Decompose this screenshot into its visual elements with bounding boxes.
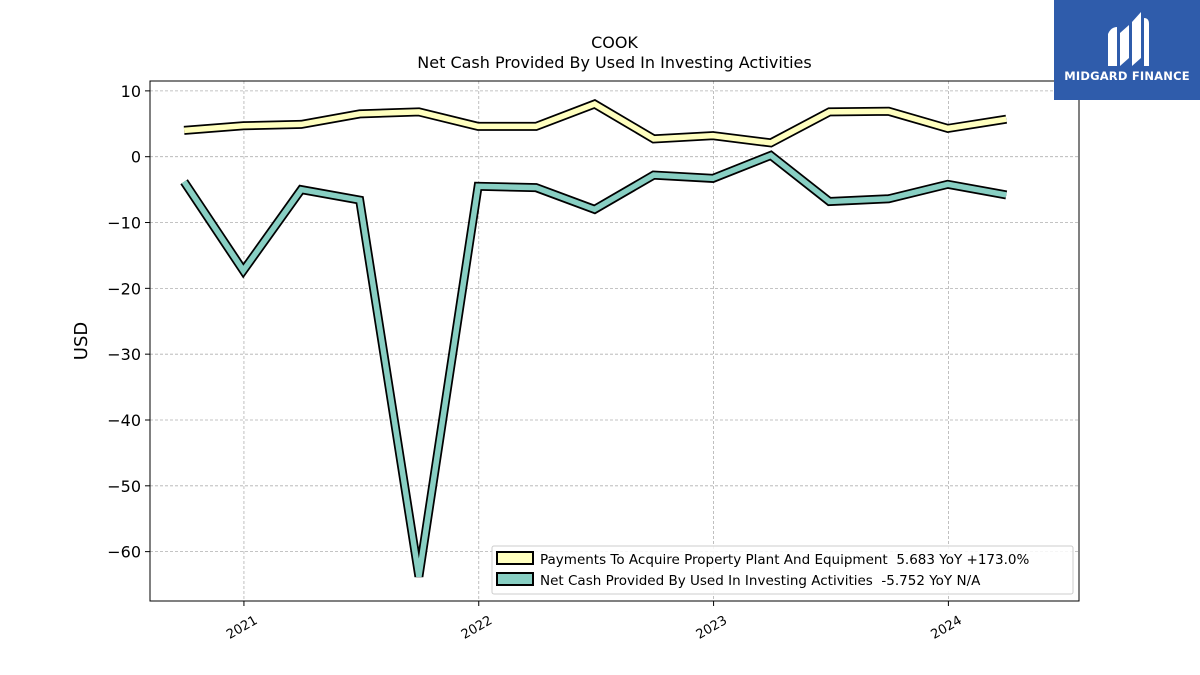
series-line-1 xyxy=(180,150,1008,578)
chart-subtitle: Net Cash Provided By Used In Investing A… xyxy=(417,53,811,72)
logo-mark-icon xyxy=(1108,12,1149,66)
y-tick-label: −40 xyxy=(107,411,141,430)
midgard-finance-logo: MIDGARD FINANCE xyxy=(1054,0,1200,100)
y-tick-label: −30 xyxy=(107,345,141,364)
series-lines xyxy=(180,99,1008,578)
chart-title: COOK xyxy=(591,33,638,52)
plot-frame xyxy=(149,80,1080,602)
x-tick-label: 2021 xyxy=(224,613,260,643)
y-tick-label: 10 xyxy=(121,82,141,101)
x-tick-label: 2023 xyxy=(694,613,730,643)
grid-lines xyxy=(150,81,1079,601)
x-tick-label: 2022 xyxy=(459,613,495,643)
legend-label-investing: Net Cash Provided By Used In Investing A… xyxy=(540,573,981,589)
y-tick-label: −10 xyxy=(107,214,141,233)
series-outline xyxy=(180,150,1008,578)
series-fill-line xyxy=(181,152,1007,578)
legend-swatch-investing xyxy=(496,572,534,586)
series-line-0 xyxy=(183,99,1007,148)
y-tick-label: −60 xyxy=(107,543,141,562)
legend: Payments To Acquire Property Plant And E… xyxy=(491,545,1074,595)
logo-text: MIDGARD FINANCE xyxy=(1064,69,1190,83)
series-fill-line xyxy=(183,100,1007,146)
x-tick-label: 2024 xyxy=(929,613,965,643)
y-tick-label: −50 xyxy=(107,477,141,496)
y-axis-label: USD xyxy=(71,322,92,360)
legend-box xyxy=(491,545,1074,595)
legend-label-ppe: Payments To Acquire Property Plant And E… xyxy=(540,552,1029,568)
legend-swatch-ppe xyxy=(496,551,534,565)
y-tick-label: −20 xyxy=(107,279,141,298)
y-tick-label: 0 xyxy=(131,148,141,167)
